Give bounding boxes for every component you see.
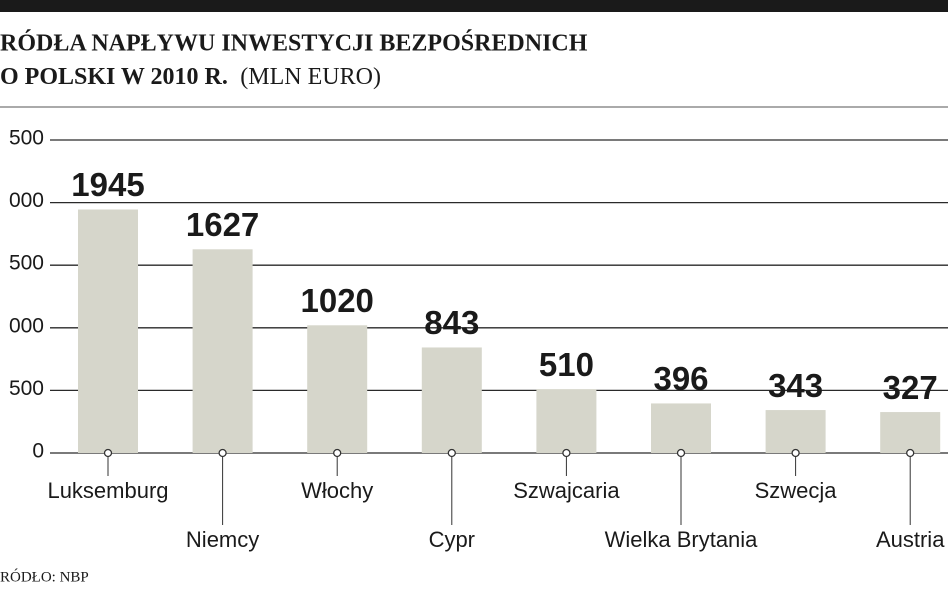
leader-dot — [906, 448, 915, 458]
x-tick-label: Szwecja — [755, 478, 838, 503]
x-tick-label: Niemcy — [186, 527, 259, 552]
bar — [192, 249, 253, 453]
leader-dot — [333, 448, 342, 458]
subtitle: (MLN EURO) — [240, 64, 381, 90]
value-label: 843 — [424, 304, 479, 341]
y-tick-label: 000 — [9, 314, 44, 337]
value-label: 1945 — [71, 166, 144, 203]
x-tick-label: Wielka Brytania — [605, 527, 759, 552]
bar — [651, 403, 711, 453]
x-tick-label: Luksemburg — [47, 478, 168, 503]
chart-title: RÓDŁA NAPŁYWU INWESTYCJI BEZPOŚREDNICH — [0, 30, 588, 57]
bar — [880, 412, 941, 453]
value-label: 327 — [883, 369, 938, 406]
y-tick-label: 500 — [9, 127, 44, 150]
leader-dot — [218, 448, 227, 458]
title-line: O POLSKI W 2010 R. — [0, 64, 228, 90]
y-tick-label: 0 — [32, 440, 44, 463]
bar — [307, 325, 368, 453]
y-tick-label: 000 — [9, 189, 44, 212]
value-label: 396 — [653, 360, 708, 397]
chart-title: O POLSKI W 2010 R. (MLN EURO) — [0, 64, 381, 90]
value-label: 343 — [768, 367, 823, 404]
bar — [536, 389, 597, 453]
bar — [78, 209, 138, 453]
leader-dot — [791, 448, 800, 458]
x-tick-label: Cypr — [429, 527, 475, 552]
value-label: 1020 — [300, 282, 373, 319]
leader-dot — [103, 448, 113, 458]
x-tick-label: Austria — [876, 527, 945, 552]
bar — [421, 347, 482, 453]
x-tick-label: Szwajcaria — [513, 478, 620, 503]
y-tick-label: 500 — [9, 252, 44, 275]
leader-dot — [562, 448, 571, 458]
x-tick-label: Włochy — [301, 478, 373, 503]
leader-dot — [676, 448, 686, 458]
value-label: 1627 — [186, 206, 259, 243]
leader-dot — [447, 448, 456, 458]
y-tick-label: 500 — [9, 377, 44, 400]
bar — [765, 410, 826, 453]
top-bar — [0, 0, 948, 12]
source: RÓDŁO: NBP — [0, 568, 89, 585]
value-label: 510 — [539, 346, 594, 383]
